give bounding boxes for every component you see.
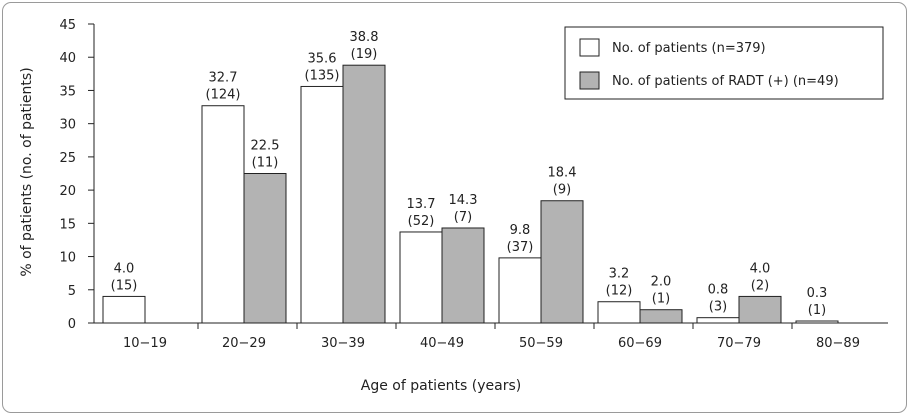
bar-count-label: (135) [305, 68, 340, 83]
x-axis-title: Age of patients (years) [361, 378, 522, 394]
y-tick-label: 35 [59, 84, 76, 99]
bar-series-1 [201, 105, 245, 324]
x-tick-label: 10−19 [123, 336, 167, 351]
bar-value-label: 9.8 [510, 223, 531, 238]
bar-value-label: 32.7 [209, 71, 238, 86]
bar-value-label: 2.0 [651, 275, 672, 290]
bar-series-2 [342, 64, 386, 324]
x-tick-label: 40−49 [420, 336, 464, 351]
x-tick-label: 80−89 [816, 336, 860, 351]
bars-group: 4.0 (15) 32.7 (124) 35.6 (135) 13.7 (52) 9.8 (37)… [102, 30, 839, 324]
bar-count-label: (1) [652, 292, 670, 307]
bar-series-1 [696, 317, 740, 324]
bar-count-label: (2) [751, 278, 769, 293]
y-tick-label: 5 [68, 284, 76, 299]
bar-count-label: (124) [206, 88, 241, 103]
x-tick-label: 20−29 [222, 336, 266, 351]
bar-count-label: (12) [606, 284, 633, 299]
y-tick-label: 15 [59, 217, 76, 232]
x-tick-label: 50−59 [519, 336, 563, 351]
y-tick-label: 0 [68, 317, 76, 332]
y-tick-label: 10 [59, 251, 76, 266]
bar-count-label: (3) [709, 300, 727, 315]
bar-count-label: (15) [111, 278, 138, 293]
bar-count-label: (1) [808, 303, 826, 318]
legend-swatch-series-1 [579, 38, 600, 57]
bar-value-label: 0.3 [807, 286, 828, 301]
legend: No. of patients (n=379) No. of patients … [564, 26, 884, 100]
y-axis-ticks: 0 5 10 15 20 25 30 35 40 45 [59, 18, 94, 332]
bar-count-label: (11) [252, 156, 279, 171]
bar-series-2 [441, 227, 485, 324]
legend-label-series-1: No. of patients (n=379) [612, 41, 766, 56]
bar-value-label: 0.8 [708, 283, 729, 298]
bar-series-2 [243, 173, 287, 324]
bar-series-2 [639, 309, 683, 324]
bar-value-label: 4.0 [750, 261, 771, 276]
bar-count-label: (7) [454, 210, 472, 225]
bar-value-label: 18.4 [548, 166, 577, 181]
bar-series-1 [102, 295, 146, 324]
bar-count-label: (19) [351, 47, 378, 62]
legend-box [564, 26, 884, 100]
bar-series-1 [597, 301, 641, 324]
y-tick-label: 40 [59, 51, 76, 66]
legend-swatch-series-2 [579, 71, 600, 90]
bar-series-1 [399, 231, 443, 324]
x-tick-label: 60−69 [618, 336, 662, 351]
bar-count-label: (9) [553, 183, 571, 198]
bar-count-label: (52) [408, 214, 435, 229]
y-axis-title: % of patients (no. of patients) [19, 67, 35, 276]
y-tick-label: 30 [59, 118, 76, 133]
y-tick-label: 20 [59, 184, 76, 199]
bar-series-2 [540, 200, 584, 324]
x-tick-label: 70−79 [717, 336, 761, 351]
bar-series-1 [300, 85, 344, 324]
bar-series-1 [498, 257, 542, 324]
bar-series-1 [795, 320, 839, 324]
bar-value-label: 14.3 [449, 193, 478, 208]
bar-value-label: 13.7 [407, 197, 436, 212]
bar-series-2 [738, 295, 782, 324]
bar-value-label: 4.0 [114, 261, 135, 276]
bar-value-label: 3.2 [609, 267, 630, 282]
bar-count-label: (37) [507, 240, 534, 255]
legend-label-series-2: No. of patients of RADT (+) (n=49) [612, 74, 839, 89]
y-tick-label: 25 [59, 151, 76, 166]
bar-value-label: 35.6 [308, 51, 337, 66]
bar-value-label: 22.5 [251, 139, 280, 154]
y-tick-label: 45 [59, 18, 76, 33]
x-axis-ticks: 10−19 20−29 30−39 40−49 50−59 60−69 70−79 80−89 [123, 323, 860, 351]
x-tick-label: 30−39 [321, 336, 365, 351]
bar-value-label: 38.8 [350, 30, 379, 45]
